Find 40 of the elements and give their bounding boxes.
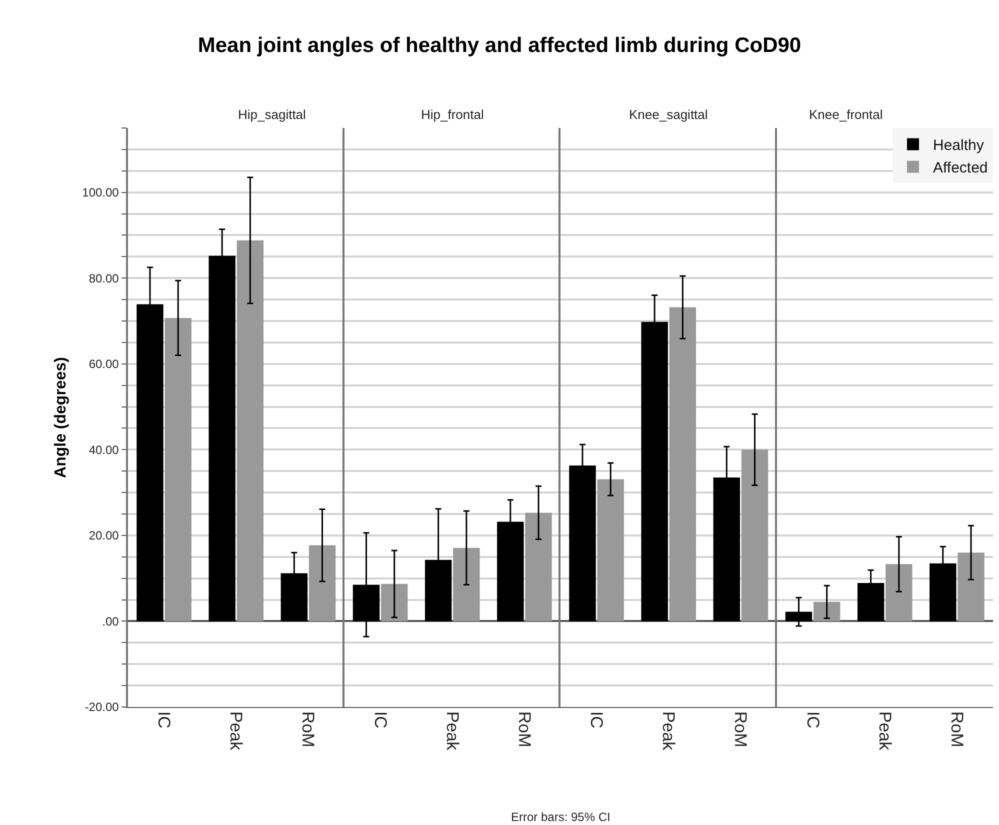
- bar: [669, 307, 696, 622]
- x-tick-label: Peak: [442, 711, 462, 751]
- x-tick-label: RoM: [731, 711, 750, 748]
- bar: [525, 512, 552, 622]
- chart-subtitle: Hip_frontal: [421, 107, 484, 122]
- bar: [236, 240, 264, 622]
- x-tick-label: IC: [154, 711, 174, 728]
- bar: [164, 318, 192, 622]
- y-tick-label: 20.00: [88, 528, 120, 543]
- bar: [453, 548, 480, 622]
- text: Error bars: 95% CI: [511, 810, 610, 824]
- x-tick-label: RoM: [298, 711, 318, 748]
- x-tick-label: RoM: [947, 711, 966, 748]
- x-tick-label: Peak: [659, 711, 678, 751]
- y-tick-label: -20.00: [84, 700, 120, 714]
- bar: [597, 479, 624, 622]
- x-tick-label: IC: [587, 711, 606, 728]
- y-tick-label: 100.00: [82, 186, 120, 200]
- y-tick-label: 80.00: [88, 271, 120, 286]
- chart-subtitle: Knee_frontal: [809, 107, 883, 122]
- x-tick-label: RoM: [514, 711, 534, 748]
- text: Mean joint angles of healthy and affected limb during CoD90: [198, 34, 802, 57]
- bar: [308, 545, 336, 622]
- legend-label: Affected: [933, 160, 988, 177]
- y-axis-title: Angle (degrees): [52, 357, 70, 478]
- y-tick-label: 60.00: [88, 357, 120, 372]
- chart-subtitle: Knee_sagittal: [629, 107, 708, 122]
- x-tick-label: Peak: [226, 711, 246, 751]
- x-tick-label: IC: [803, 711, 822, 728]
- chart-subtitle: Hip_sagittal: [238, 107, 306, 122]
- bar: [886, 564, 912, 622]
- y-tick-label: .00: [102, 614, 120, 628]
- bar: [380, 584, 408, 622]
- x-tick-label: Peak: [875, 711, 894, 751]
- legend-label: Healthy: [933, 137, 984, 154]
- y-tick-label: 40.00: [88, 442, 120, 457]
- bar: [813, 602, 840, 622]
- bar: [741, 450, 768, 622]
- x-tick-label: IC: [370, 711, 390, 728]
- bar: [958, 552, 984, 622]
